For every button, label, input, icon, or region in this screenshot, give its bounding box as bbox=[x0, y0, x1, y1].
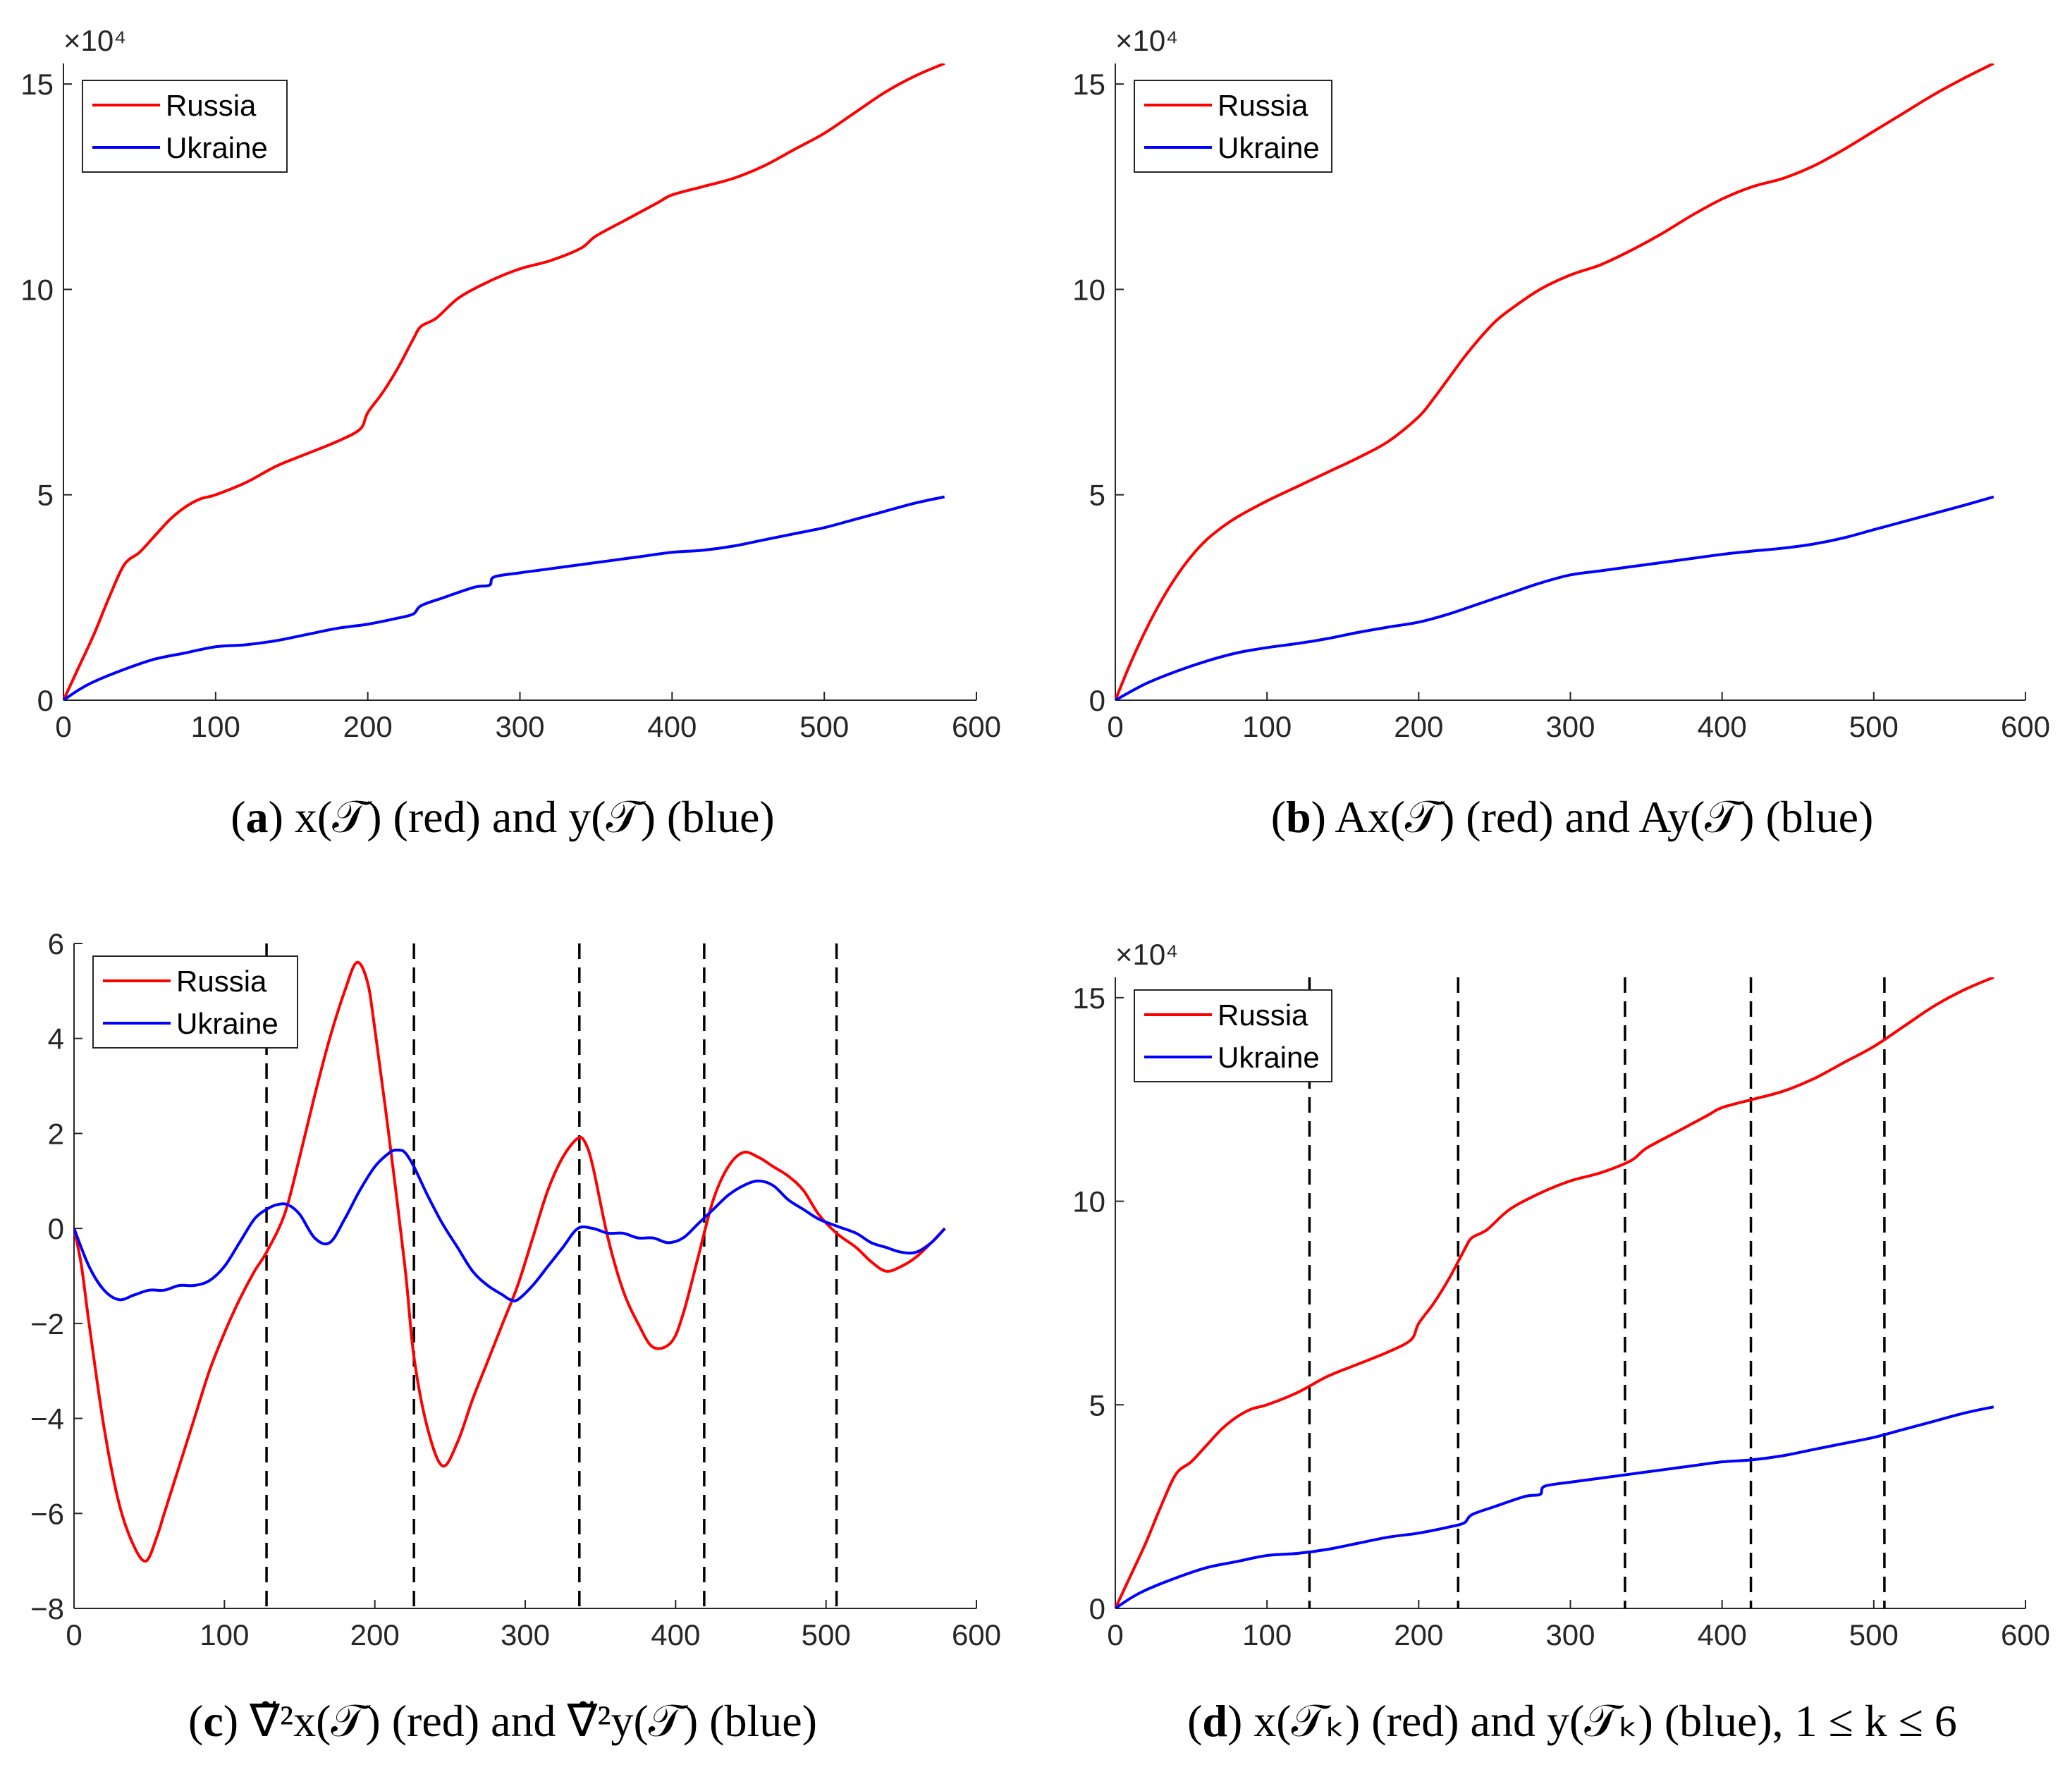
legend-label-russia-d: Russia bbox=[1218, 998, 1308, 1032]
legend-label-russia-b: Russia bbox=[1218, 89, 1308, 122]
legend-box-b bbox=[1134, 80, 1332, 173]
y-tick-label-b: 0 bbox=[1089, 684, 1105, 717]
y-tick-label-b: 15 bbox=[1072, 68, 1105, 101]
caption-label-b: b bbox=[1286, 792, 1311, 842]
legend-box-d bbox=[1134, 989, 1332, 1082]
exponent-label-a: ×10⁴ bbox=[63, 24, 126, 57]
caption-b: (b) Ax(𝒯) (red) and Ay(𝒯) (blue) bbox=[1271, 792, 1874, 842]
y-tick-label-b: 5 bbox=[1089, 479, 1105, 512]
x-tick-label-d: 400 bbox=[1698, 1618, 1747, 1651]
x-tick-label-b: 200 bbox=[1394, 710, 1443, 743]
caption-c: (c) ∇̃²x(𝒯) (red) and ∇̃²y(𝒯) (blue) bbox=[188, 1696, 817, 1746]
series-russia-a bbox=[63, 63, 945, 700]
x-tick-label-a: 100 bbox=[191, 710, 240, 743]
exponent-label-d: ×10⁴ bbox=[1115, 938, 1178, 971]
y-tick-label-b: 10 bbox=[1072, 273, 1105, 306]
caption-d: (d) x(𝒯ₖ) (red) and y(𝒯ₖ) (blue), 1 ≤ k … bbox=[1187, 1696, 1957, 1746]
x-tick-label-a: 600 bbox=[952, 710, 1001, 743]
caption-text-d: x(𝒯ₖ) (red) and y(𝒯ₖ) (blue), 1 ≤ k ≤ 6 bbox=[1253, 1696, 1957, 1746]
legend-box-a bbox=[82, 80, 288, 173]
x-tick-label-c: 100 bbox=[200, 1618, 249, 1651]
x-tick-label-d: 0 bbox=[1107, 1618, 1123, 1651]
x-tick-label-c: 500 bbox=[802, 1618, 851, 1651]
series-ukraine-c bbox=[74, 1148, 946, 1302]
y-tick-label-c: 0 bbox=[48, 1212, 64, 1245]
x-tick-label-d: 600 bbox=[2001, 1618, 2050, 1651]
series-russia-c bbox=[74, 960, 946, 1563]
y-tick-label-c: 4 bbox=[48, 1022, 64, 1056]
legend-d: Russia Ukraine bbox=[1134, 989, 1332, 1082]
series-russia-d bbox=[1115, 977, 1994, 1608]
y-tick-label-d: 0 bbox=[1089, 1592, 1105, 1625]
x-tick-label-c: 600 bbox=[952, 1618, 1001, 1651]
series-ukraine-d bbox=[1115, 1405, 1994, 1608]
caption-text-a: x(𝒯) (red) and y(𝒯) (blue) bbox=[295, 792, 775, 842]
x-tick-label-a: 300 bbox=[495, 710, 544, 743]
legend-label-ukraine-a: Ukraine bbox=[166, 131, 268, 164]
panel-c: 0 100 200 300 400 500 600 −8 −6 −4 −2 0 2 4 6 Russia Ukr… bbox=[30, 927, 1001, 1746]
caption-label-c: c bbox=[203, 1696, 223, 1746]
x-tick-label-d: 100 bbox=[1242, 1618, 1292, 1651]
y-tick-label-c: 2 bbox=[48, 1117, 64, 1150]
legend-box-c bbox=[92, 955, 298, 1049]
x-tick-label-c: 0 bbox=[66, 1618, 82, 1651]
x-tick-label-c: 200 bbox=[350, 1618, 400, 1651]
y-tick-label-d: 15 bbox=[1072, 982, 1105, 1015]
x-tick-label-b: 300 bbox=[1545, 710, 1595, 743]
x-tick-label-b: 400 bbox=[1698, 710, 1747, 743]
caption-text-b: Ax(𝒯) (red) and Ay(𝒯) (blue) bbox=[1335, 792, 1873, 842]
x-tick-label-b: 100 bbox=[1242, 710, 1292, 743]
y-tick-label-d: 10 bbox=[1072, 1185, 1105, 1218]
x-tick-label-c: 400 bbox=[651, 1618, 700, 1651]
x-tick-label-b: 500 bbox=[1849, 710, 1899, 743]
series-ukraine-a bbox=[63, 495, 945, 700]
legend-label-russia-c: Russia bbox=[176, 965, 267, 998]
y-tick-label-c: −6 bbox=[30, 1497, 64, 1530]
x-tick-label-d: 500 bbox=[1849, 1618, 1899, 1651]
legend-c: Russia Ukraine bbox=[92, 955, 298, 1049]
x-tick-label-c: 300 bbox=[501, 1618, 550, 1651]
x-tick-label-a: 500 bbox=[799, 710, 849, 743]
legend-label-russia-a: Russia bbox=[166, 89, 257, 122]
legend-b: Russia Ukraine bbox=[1134, 80, 1332, 173]
exponent-label-b: ×10⁴ bbox=[1115, 24, 1178, 57]
series-russia-b bbox=[1115, 63, 1994, 700]
legend-label-ukraine-b: Ukraine bbox=[1218, 131, 1320, 164]
y-tick-label-c: −4 bbox=[30, 1403, 64, 1436]
y-tick-label-a: 15 bbox=[20, 68, 54, 101]
x-tick-label-d: 300 bbox=[1545, 1618, 1595, 1651]
series-ukraine-b bbox=[1115, 495, 1994, 700]
panel-b: 0 100 200 300 400 500 600 0 5 10 15 ×10⁴ Russia Ukrai… bbox=[1072, 24, 2050, 842]
y-tick-label-c: −8 bbox=[30, 1592, 64, 1625]
caption-label-d: d bbox=[1202, 1696, 1227, 1746]
y-tick-label-a: 5 bbox=[37, 479, 54, 512]
caption-label-a: a bbox=[246, 792, 269, 842]
caption-a: (a) x(𝒯) (red) and y(𝒯) (blue) bbox=[231, 792, 775, 842]
legend-label-ukraine-c: Ukraine bbox=[176, 1007, 278, 1040]
panel-d: 0 100 200 300 400 500 600 0 5 10 15 ×10⁴ Russia Ukrai… bbox=[1072, 938, 2050, 1746]
panel-a: 0 100 200 300 400 500 600 0 5 10 15 ×10⁴ Russia Ukrai… bbox=[20, 24, 1001, 842]
x-tick-label-a: 400 bbox=[647, 710, 697, 743]
caption-text-c: ∇̃²x(𝒯) (red) and ∇̃²y(𝒯) (blue) bbox=[249, 1696, 817, 1746]
y-tick-label-c: 6 bbox=[48, 927, 64, 960]
x-tick-label-b: 0 bbox=[1107, 710, 1123, 743]
y-tick-label-d: 5 bbox=[1089, 1388, 1105, 1422]
y-tick-label-a: 0 bbox=[37, 684, 54, 717]
legend-a: Russia Ukraine bbox=[82, 80, 288, 173]
y-tick-label-c: −2 bbox=[30, 1307, 64, 1340]
x-tick-label-d: 200 bbox=[1394, 1618, 1443, 1651]
x-tick-label-a: 200 bbox=[343, 710, 393, 743]
y-tick-label-a: 10 bbox=[20, 273, 54, 306]
x-tick-label-a: 0 bbox=[55, 710, 71, 743]
x-tick-label-b: 600 bbox=[2001, 710, 2050, 743]
legend-label-ukraine-d: Ukraine bbox=[1218, 1041, 1320, 1074]
